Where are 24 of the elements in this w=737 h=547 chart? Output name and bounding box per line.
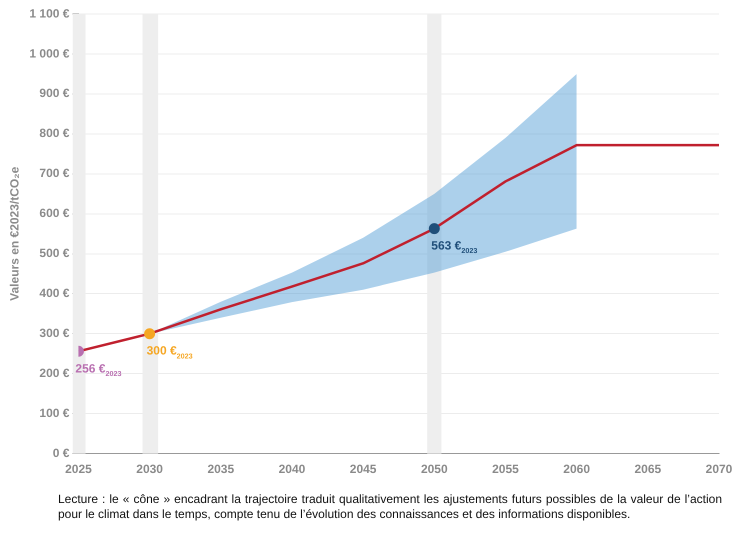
- x-tick-label: 2060: [563, 462, 590, 476]
- x-tick-label: 2040: [278, 462, 306, 476]
- x-tick-label: 2065: [634, 462, 662, 476]
- y-tick-label: 0 €: [52, 446, 70, 460]
- y-tick-label: 1 000 €: [29, 46, 70, 60]
- y-tick-label: 100 €: [39, 406, 70, 420]
- y-tick-label: 900 €: [39, 86, 70, 100]
- y-axis-title: Valeurs en €2023/tCO₂e: [8, 166, 22, 301]
- x-tick-label: 2050: [420, 462, 448, 476]
- x-tick-label: 2070: [706, 462, 733, 476]
- y-tick-label: 200 €: [39, 366, 70, 380]
- y-tick-label: 400 €: [39, 286, 70, 300]
- x-tick-label: 2055: [492, 462, 520, 476]
- x-tick-label: 2025: [65, 462, 92, 476]
- x-tick-label: 2035: [207, 462, 234, 476]
- x-tick-label: 2030: [136, 462, 164, 476]
- text: Lecture : le « cône » encadrant la trajectoire traduit qualitativement les ajustements futurs possibles de la valeur de l’action pour le climat dans le temps, compte tenu de l’évolution des connaissances et des informations disponibles.: [58, 492, 722, 522]
- y-tick-label: 800 €: [39, 126, 70, 140]
- y-tick-label: 1 100 €: [29, 6, 70, 20]
- x-tick-label: 2045: [350, 462, 377, 476]
- y-tick-label: 600 €: [39, 206, 70, 220]
- y-tick-label: 700 €: [39, 166, 70, 180]
- y-tick-label: 500 €: [39, 246, 70, 260]
- y-tick-label: 300 €: [39, 326, 70, 340]
